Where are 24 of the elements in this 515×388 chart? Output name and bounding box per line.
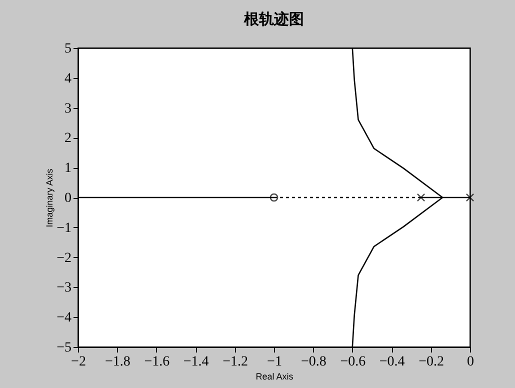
y-tick-label: −1 [56, 220, 72, 236]
x-tick-label: −0.8 [300, 354, 326, 370]
x-tick-label: −1 [267, 354, 282, 370]
y-tick-label: −2 [56, 250, 72, 266]
x-tick-label: −1.4 [183, 354, 209, 370]
y-tick-label: 2 [64, 131, 72, 146]
y-tick-label: 0 [64, 191, 72, 206]
y-tick-label: −5 [56, 340, 72, 356]
x-tick-label: −1.6 [144, 354, 170, 370]
y-tick-label: −4 [56, 310, 72, 326]
x-tick-label: −0.2 [418, 354, 444, 370]
y-tick-label: −3 [56, 280, 72, 296]
chart-title: 根轨迹图 [243, 10, 304, 28]
x-tick-label: −1.2 [222, 354, 248, 370]
y-tick-label: 1 [64, 161, 72, 176]
y-tick-label: 4 [64, 71, 72, 86]
y-tick-label: 3 [64, 101, 72, 116]
x-tick-label: −1.8 [104, 354, 130, 370]
y-tick-label: 5 [64, 42, 72, 56]
y-axis-title: Imaginary Axis [44, 168, 55, 228]
x-tick-label: −0.6 [340, 354, 366, 370]
x-tick-label: −0.4 [379, 354, 405, 370]
x-axis-title: Real Axis [256, 372, 294, 382]
x-tick-label: 0 [467, 354, 474, 370]
